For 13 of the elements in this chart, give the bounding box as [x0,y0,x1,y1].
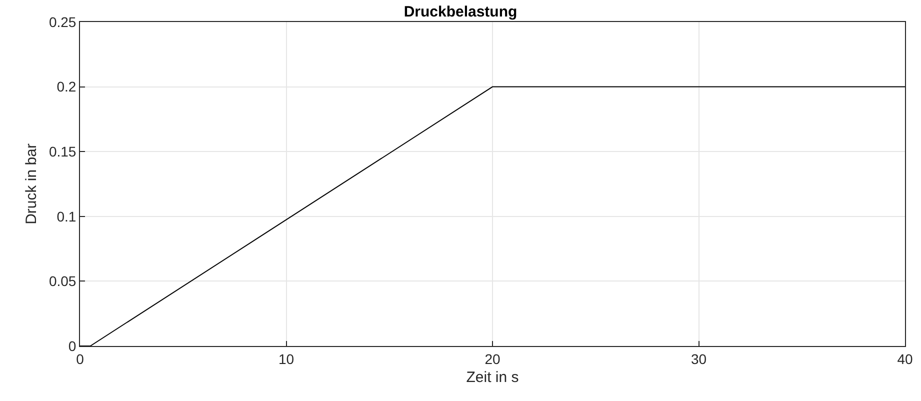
y-tick-label: 0.1 [56,208,76,224]
x-tick-label: 20 [484,350,500,367]
y-tick-label: 0.2 [56,78,76,95]
x-tick-label: 40 [897,350,913,367]
y-tick-label: 0 [68,338,76,354]
x-axis-title: Zeit in s [466,368,519,386]
chart-title: Druckbelastung [404,4,518,21]
y-tick-label: 0.25 [48,14,76,30]
y-axis-title: Druck in bar [23,144,40,224]
x-tick-label: 10 [278,350,294,367]
y-tick-label: 0.15 [48,144,76,160]
y-tick-label: 0.05 [48,273,76,290]
x-tick-label: 30 [690,350,707,367]
